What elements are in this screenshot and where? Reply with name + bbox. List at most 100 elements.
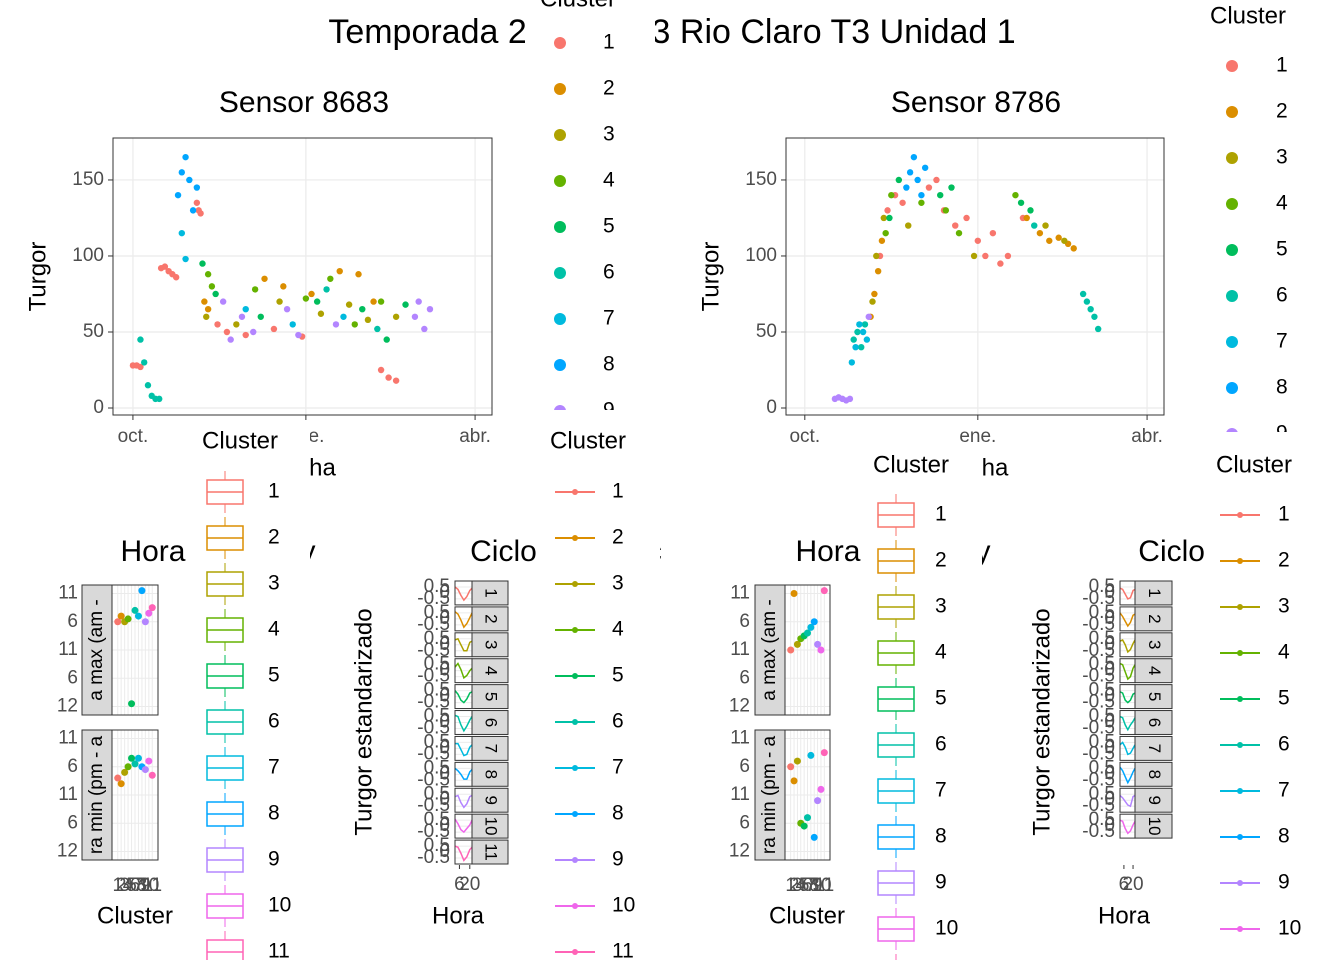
point (874, 267, 882, 275)
point (918, 199, 925, 206)
point (933, 176, 940, 184)
point (793, 757, 801, 765)
legend-label: 6 (1278, 733, 1290, 756)
y-tick-label: -0.5 (1082, 743, 1115, 764)
point (402, 301, 409, 308)
point (1017, 199, 1025, 206)
facet-strip (471, 761, 509, 787)
y-tick-label: 0 (766, 397, 777, 418)
y-tick-label: 6 (739, 756, 750, 777)
legend-label: 7 (1276, 330, 1288, 353)
y-tick-label: 0.5 (424, 602, 450, 623)
legend-label: 6 (935, 733, 947, 756)
point (156, 395, 163, 403)
point (270, 325, 278, 333)
y-tick-label: 0 (439, 608, 450, 629)
point (905, 222, 912, 229)
point (871, 290, 878, 298)
x-axis-title: Cluster (769, 902, 845, 929)
legend-key-point (1237, 926, 1243, 932)
point (846, 395, 854, 403)
y-tick-label: 0.5 (1089, 602, 1115, 623)
facet-label: 5 (1145, 692, 1164, 701)
point (117, 612, 125, 620)
point (1091, 313, 1098, 320)
point (204, 305, 212, 313)
line (454, 662, 473, 680)
legend-title: Cluster (540, 0, 616, 12)
point (817, 646, 825, 654)
y-tick-label: 0 (439, 815, 450, 836)
legend-label: 8 (935, 825, 947, 848)
point (1061, 237, 1068, 244)
legend-label: 7 (935, 779, 947, 802)
legend-label: 9 (612, 848, 624, 871)
point (174, 191, 182, 199)
y-tick-label: 11 (58, 582, 78, 603)
point (238, 313, 246, 320)
x-tick-label: 11 (814, 875, 834, 896)
point (261, 275, 268, 282)
x-tick-label: 11 (142, 875, 162, 896)
point (327, 275, 334, 282)
point (1079, 290, 1087, 298)
x-tick-label: 2 (789, 875, 800, 896)
y-tick-label: 11 (730, 639, 750, 660)
x-tick-label: abr. (459, 426, 491, 447)
y-axis-title: Turgor estandarizado (350, 608, 377, 835)
facet-strip (471, 632, 509, 658)
facet-label: 1 (1145, 588, 1164, 597)
facet-strip (1134, 658, 1173, 684)
y-tick-label: 6 (739, 611, 750, 632)
x-tick-label: 1 (785, 875, 796, 896)
point (848, 359, 856, 366)
legend-label: 11 (268, 940, 290, 960)
legend-key (1226, 428, 1238, 432)
facet-strip (1134, 761, 1173, 787)
point (878, 237, 886, 244)
point (148, 604, 156, 612)
facet-label: 8 (1145, 770, 1164, 779)
legend-label: 10 (268, 894, 291, 917)
point (1012, 191, 1019, 199)
legend-label: 3 (603, 123, 615, 146)
legend-key-point (572, 535, 578, 541)
legend-label: 5 (268, 664, 280, 687)
facet-label: 4 (1145, 666, 1164, 675)
legend-label: 5 (603, 215, 615, 238)
legend-key (1226, 198, 1238, 210)
x-tick-label: 10 (138, 875, 159, 896)
x-tick-label: 9 (812, 875, 823, 896)
legend-label: 2 (268, 526, 280, 549)
facet-strip (1134, 684, 1173, 710)
point (869, 298, 876, 305)
facet-label: 3 (482, 640, 501, 649)
y-tick-label: 0.5 (1089, 628, 1115, 649)
point (937, 191, 944, 199)
y-tick-label: 11 (58, 727, 78, 748)
y-tick-label: -0.5 (417, 769, 450, 790)
point (997, 260, 1004, 267)
legend-title: Cluster (1210, 2, 1286, 29)
facet-strip (471, 606, 509, 632)
facet-strip (1134, 735, 1173, 761)
point (128, 754, 136, 762)
legend-label: 9 (268, 848, 280, 871)
point (989, 229, 997, 237)
x-tick-label: 4 (123, 875, 134, 896)
point (257, 313, 264, 320)
point (117, 780, 125, 788)
x-tick-label: 20 (1122, 874, 1143, 895)
legend-key (554, 129, 566, 141)
point (189, 207, 197, 214)
legend-key-point (1237, 512, 1243, 518)
point (884, 207, 891, 214)
y-axis-title: Turgor (697, 242, 724, 312)
point (1027, 207, 1034, 214)
legend-label: 2 (612, 526, 624, 549)
point (128, 700, 136, 708)
legend-key-point (572, 903, 578, 909)
point (203, 313, 210, 320)
legend-background (540, 425, 660, 960)
point (197, 210, 204, 217)
